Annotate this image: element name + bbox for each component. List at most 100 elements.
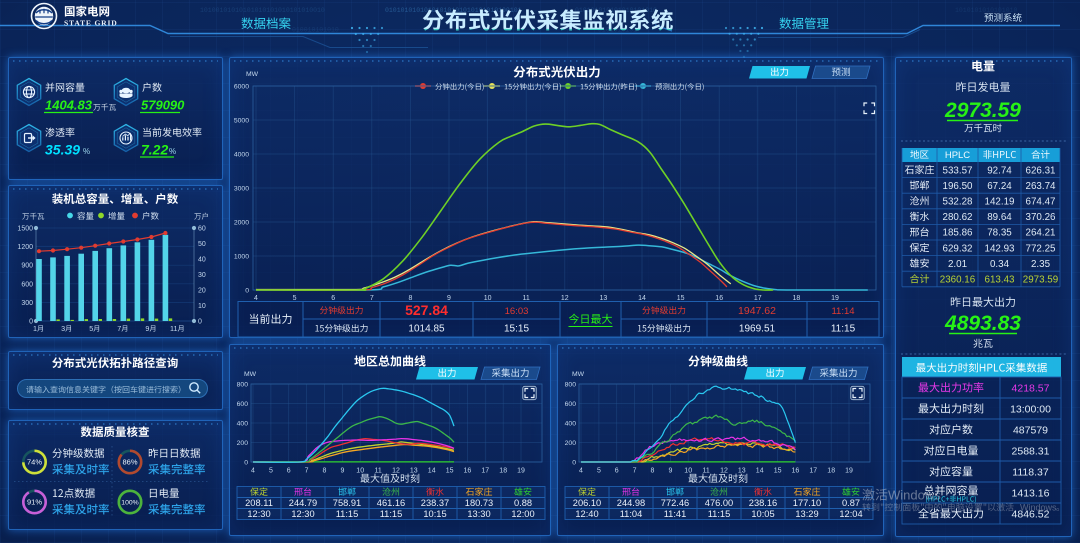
svg-text:1500: 1500 xyxy=(17,226,33,233)
svg-text:16: 16 xyxy=(715,295,723,302)
svg-text:13:00:00: 13:00:00 xyxy=(1010,404,1051,416)
svg-text:100%: 100% xyxy=(121,500,138,507)
svg-text:4: 4 xyxy=(251,468,255,475)
svg-text:14: 14 xyxy=(428,468,436,475)
svg-text:5000: 5000 xyxy=(234,118,249,125)
svg-text:400: 400 xyxy=(565,421,577,428)
svg-text:10: 10 xyxy=(484,295,492,302)
svg-text:11:04: 11:04 xyxy=(620,509,643,519)
svg-text:4000: 4000 xyxy=(234,152,249,159)
svg-text:50: 50 xyxy=(198,241,206,248)
svg-text:12:40: 12:40 xyxy=(575,509,598,519)
svg-text:12:04: 12:04 xyxy=(839,509,862,519)
svg-text:6: 6 xyxy=(615,468,619,475)
svg-text:16:03: 16:03 xyxy=(505,306,529,317)
svg-text:11:15: 11:15 xyxy=(336,509,359,519)
svg-text:0.88: 0.88 xyxy=(514,498,532,508)
svg-text:11: 11 xyxy=(523,295,530,302)
svg-text:4218.57: 4218.57 xyxy=(1012,383,1050,395)
svg-text:0: 0 xyxy=(572,460,576,467)
svg-text:263.74: 263.74 xyxy=(1026,181,1057,192)
svg-text:8: 8 xyxy=(323,468,327,475)
svg-text:400: 400 xyxy=(237,421,249,428)
svg-text:6: 6 xyxy=(287,468,291,475)
svg-text:7: 7 xyxy=(370,295,374,302)
svg-text:5: 5 xyxy=(89,324,93,333)
svg-text:2.35: 2.35 xyxy=(1031,259,1051,270)
svg-text:13: 13 xyxy=(600,295,608,302)
svg-text:60: 60 xyxy=(198,226,206,233)
svg-text:4: 4 xyxy=(254,295,258,302)
svg-text:12: 12 xyxy=(720,468,728,475)
svg-text:7.22: 7.22 xyxy=(141,142,168,158)
svg-text:370.26: 370.26 xyxy=(1026,212,1057,223)
svg-text:86%: 86% xyxy=(122,458,137,467)
svg-text:180.73: 180.73 xyxy=(465,498,493,508)
svg-text:758.91: 758.91 xyxy=(333,498,361,508)
svg-text:244.98: 244.98 xyxy=(617,498,645,508)
svg-text:2000: 2000 xyxy=(234,220,249,227)
svg-text:11:14: 11:14 xyxy=(831,306,854,317)
svg-text:206.10: 206.10 xyxy=(573,498,601,508)
svg-text:15:15: 15:15 xyxy=(504,324,529,335)
svg-text:19: 19 xyxy=(831,295,839,302)
svg-text:40: 40 xyxy=(198,257,206,264)
svg-text:4: 4 xyxy=(579,468,583,475)
svg-text:11: 11 xyxy=(374,468,381,475)
svg-text:600: 600 xyxy=(565,401,577,408)
svg-text:%: % xyxy=(169,147,176,156)
svg-text:244.79: 244.79 xyxy=(289,498,317,508)
svg-text:2973.59: 2973.59 xyxy=(944,99,1021,122)
svg-text:16: 16 xyxy=(464,468,472,475)
svg-text:4846.52: 4846.52 xyxy=(1012,509,1050,521)
svg-text:579090: 579090 xyxy=(141,98,185,113)
svg-text:30: 30 xyxy=(198,272,206,279)
svg-text:18: 18 xyxy=(793,295,801,302)
svg-text:1014.85: 1014.85 xyxy=(408,324,445,335)
svg-text:89.64: 89.64 xyxy=(987,212,1012,223)
svg-text:5: 5 xyxy=(293,295,297,302)
svg-text:6: 6 xyxy=(331,295,335,302)
svg-text:142.19: 142.19 xyxy=(985,197,1015,208)
svg-text:200: 200 xyxy=(237,440,249,447)
svg-text:11:41: 11:41 xyxy=(664,509,687,519)
svg-text:14: 14 xyxy=(756,468,764,475)
svg-text:18: 18 xyxy=(827,468,835,475)
svg-text:5: 5 xyxy=(269,468,273,475)
svg-text:10:05: 10:05 xyxy=(751,509,774,519)
svg-text:11:15: 11:15 xyxy=(380,509,403,519)
svg-text:0: 0 xyxy=(29,319,33,326)
svg-text:5: 5 xyxy=(597,468,601,475)
svg-text:772.25: 772.25 xyxy=(1026,243,1057,254)
svg-text:1969.51: 1969.51 xyxy=(739,324,776,335)
svg-text:Windows: Windows xyxy=(1020,503,1057,513)
svg-text:476.00: 476.00 xyxy=(705,498,733,508)
svg-text:MW: MW xyxy=(246,71,259,78)
svg-text:13: 13 xyxy=(738,468,746,475)
svg-text:238.37: 238.37 xyxy=(421,498,449,508)
svg-text:3: 3 xyxy=(61,324,65,333)
svg-text:17: 17 xyxy=(809,468,817,475)
svg-text:300: 300 xyxy=(21,300,33,307)
svg-text:461.16: 461.16 xyxy=(377,498,405,508)
svg-text:0: 0 xyxy=(198,319,202,326)
svg-text:12:30: 12:30 xyxy=(247,509,270,519)
svg-text:8: 8 xyxy=(651,468,655,475)
svg-text:2.01: 2.01 xyxy=(948,259,967,270)
svg-text:7: 7 xyxy=(633,468,637,475)
svg-text:626.31: 626.31 xyxy=(1026,165,1056,176)
svg-text:487579: 487579 xyxy=(1013,425,1048,437)
svg-text:1010101010101010: 1010101010101010 xyxy=(955,7,1018,14)
svg-text:0.87: 0.87 xyxy=(842,498,860,508)
svg-text:8: 8 xyxy=(408,295,412,302)
svg-text:3000: 3000 xyxy=(234,186,249,193)
svg-text:92.74: 92.74 xyxy=(987,165,1012,176)
svg-text:13: 13 xyxy=(410,468,418,475)
svg-text:9: 9 xyxy=(340,468,344,475)
svg-text:527.84: 527.84 xyxy=(405,302,448,318)
svg-text:532.28: 532.28 xyxy=(943,197,974,208)
svg-text:0.34: 0.34 xyxy=(990,259,1010,270)
svg-text:12:00: 12:00 xyxy=(511,509,534,519)
svg-text:1: 1 xyxy=(33,324,37,333)
svg-text:1413.16: 1413.16 xyxy=(1012,488,1050,500)
